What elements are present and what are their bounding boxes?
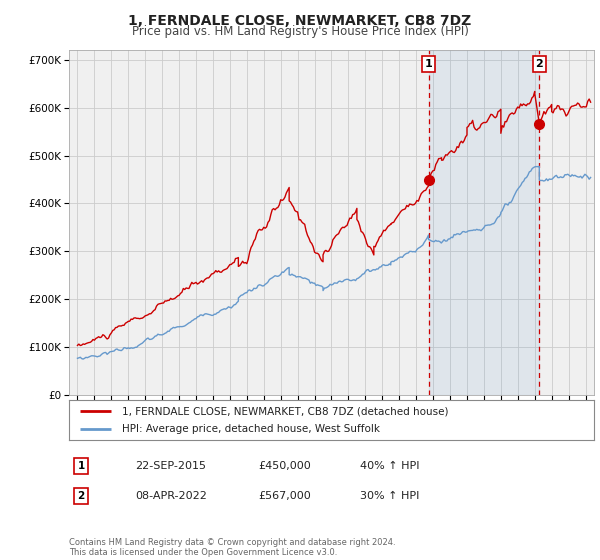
Text: £567,000: £567,000: [258, 491, 311, 501]
Bar: [428, 50, 539, 395]
Text: 2: 2: [77, 491, 85, 501]
Text: 30% ↑ HPI: 30% ↑ HPI: [360, 491, 419, 501]
Text: Contains HM Land Registry data © Crown copyright and database right 2024.
This d: Contains HM Land Registry data © Crown c…: [69, 538, 395, 557]
Text: 1, FERNDALE CLOSE, NEWMARKET, CB8 7DZ: 1, FERNDALE CLOSE, NEWMARKET, CB8 7DZ: [128, 14, 472, 28]
Text: £450,000: £450,000: [258, 461, 311, 471]
Text: HPI: Average price, detached house, West Suffolk: HPI: Average price, detached house, West…: [121, 424, 380, 435]
Text: 2: 2: [535, 59, 543, 69]
Text: 1: 1: [77, 461, 85, 471]
Text: 40% ↑ HPI: 40% ↑ HPI: [360, 461, 419, 471]
Text: 08-APR-2022: 08-APR-2022: [135, 491, 207, 501]
Text: 22-SEP-2015: 22-SEP-2015: [135, 461, 206, 471]
Text: 1: 1: [425, 59, 433, 69]
Text: 1, FERNDALE CLOSE, NEWMARKET, CB8 7DZ (detached house): 1, FERNDALE CLOSE, NEWMARKET, CB8 7DZ (d…: [121, 407, 448, 417]
Text: Price paid vs. HM Land Registry's House Price Index (HPI): Price paid vs. HM Land Registry's House …: [131, 25, 469, 38]
